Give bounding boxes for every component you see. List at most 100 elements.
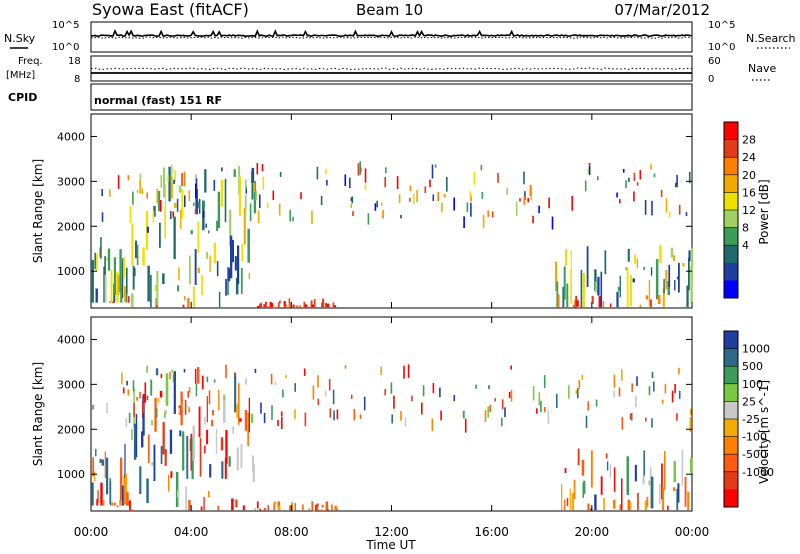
data-cell	[685, 212, 688, 217]
data-cell	[311, 304, 314, 308]
data-cell	[595, 399, 598, 407]
data-cell	[610, 303, 612, 308]
data-cell	[154, 284, 157, 291]
data-cell	[329, 408, 332, 418]
time-axis: 00:00 04:00 08:00 12:00 16:00 20:00 00:00	[74, 525, 710, 539]
data-cell	[678, 263, 680, 293]
data-cell	[604, 250, 607, 275]
data-cell	[228, 268, 231, 282]
freq-unit-label: [MHz]	[6, 70, 35, 81]
data-cell	[359, 414, 362, 419]
data-cell	[169, 429, 173, 454]
data-cell	[248, 397, 250, 433]
data-cell	[271, 405, 273, 420]
data-cell	[160, 175, 163, 188]
data-cell	[181, 402, 183, 410]
colorbar-tick-label: 100	[742, 378, 763, 391]
data-cell	[182, 304, 185, 308]
data-cell	[133, 423, 137, 460]
data-cell	[203, 496, 205, 511]
data-cell	[547, 409, 550, 424]
data-cell	[128, 412, 131, 423]
colorbar-swatch	[724, 174, 738, 193]
data-cell	[671, 390, 674, 403]
data-cell	[253, 182, 256, 192]
data-cell	[678, 367, 680, 375]
data-cell	[577, 448, 580, 466]
y-tick-label: 2000	[57, 220, 85, 233]
colorbar-swatch	[724, 454, 738, 473]
colorbar-swatch	[724, 366, 738, 385]
nave-series-line	[90, 67, 693, 71]
colorbar-tick-label: 8	[742, 222, 749, 235]
data-cell	[91, 482, 94, 506]
data-cell	[169, 371, 171, 380]
data-cell	[422, 385, 425, 397]
data-cell	[587, 401, 589, 411]
data-cell	[198, 201, 200, 208]
data-cell	[279, 300, 281, 304]
colorbar-tick-label: 16	[742, 186, 756, 199]
data-cell	[203, 200, 205, 208]
data-cell	[326, 179, 328, 186]
data-cell	[225, 430, 228, 464]
data-cell	[187, 391, 190, 398]
data-cell	[312, 385, 315, 400]
nsky-panel-frame	[90, 21, 693, 53]
data-cell	[106, 457, 109, 495]
data-cell	[334, 505, 337, 511]
data-cell	[470, 202, 472, 217]
data-cell	[292, 216, 294, 222]
data-cell	[188, 500, 191, 511]
data-cell	[235, 277, 239, 295]
data-cell	[331, 504, 333, 511]
data-cell	[234, 256, 237, 271]
data-cell	[570, 270, 572, 305]
data-cell	[316, 506, 319, 511]
data-cell	[100, 237, 102, 259]
data-cell	[173, 371, 176, 414]
data-cell	[597, 176, 599, 181]
time-axis-label: Time UT	[365, 538, 416, 552]
data-cell	[424, 186, 427, 194]
data-cell	[274, 381, 277, 386]
data-cell	[350, 197, 353, 201]
data-cell	[583, 277, 586, 289]
data-cell	[128, 296, 130, 303]
data-cell	[344, 365, 347, 369]
data-cell	[91, 260, 94, 303]
data-cell	[280, 411, 283, 416]
data-cell	[155, 368, 159, 376]
data-cell	[292, 304, 295, 308]
data-cell	[142, 402, 145, 414]
data-cell	[384, 388, 386, 396]
data-cell	[488, 385, 490, 390]
freq-tick-low: 8	[74, 74, 80, 85]
data-cell	[564, 249, 568, 266]
date-title: 07/Mar/2012	[614, 1, 710, 19]
data-cell	[204, 169, 207, 193]
data-cell	[199, 438, 202, 477]
data-cell	[132, 265, 135, 290]
data-cell	[180, 209, 182, 229]
colorbar-swatch	[724, 471, 738, 490]
data-cell	[124, 286, 126, 303]
data-cell	[117, 275, 120, 296]
data-cell	[288, 505, 292, 511]
data-cell	[390, 382, 393, 394]
colorbar-tick-label: 20	[742, 169, 756, 182]
data-cell	[122, 387, 125, 394]
data-cell	[357, 163, 360, 176]
data-cell	[139, 466, 142, 494]
data-cell	[653, 173, 656, 178]
nsearch-tick-low: 10^0	[708, 42, 735, 53]
data-cell	[651, 418, 653, 428]
data-cell	[242, 505, 245, 511]
data-cell	[463, 410, 465, 419]
data-cell	[639, 304, 642, 308]
data-cell	[302, 504, 304, 511]
data-cell	[563, 266, 566, 300]
data-cell	[635, 395, 637, 407]
data-cell	[234, 372, 237, 413]
data-cell	[313, 299, 316, 308]
